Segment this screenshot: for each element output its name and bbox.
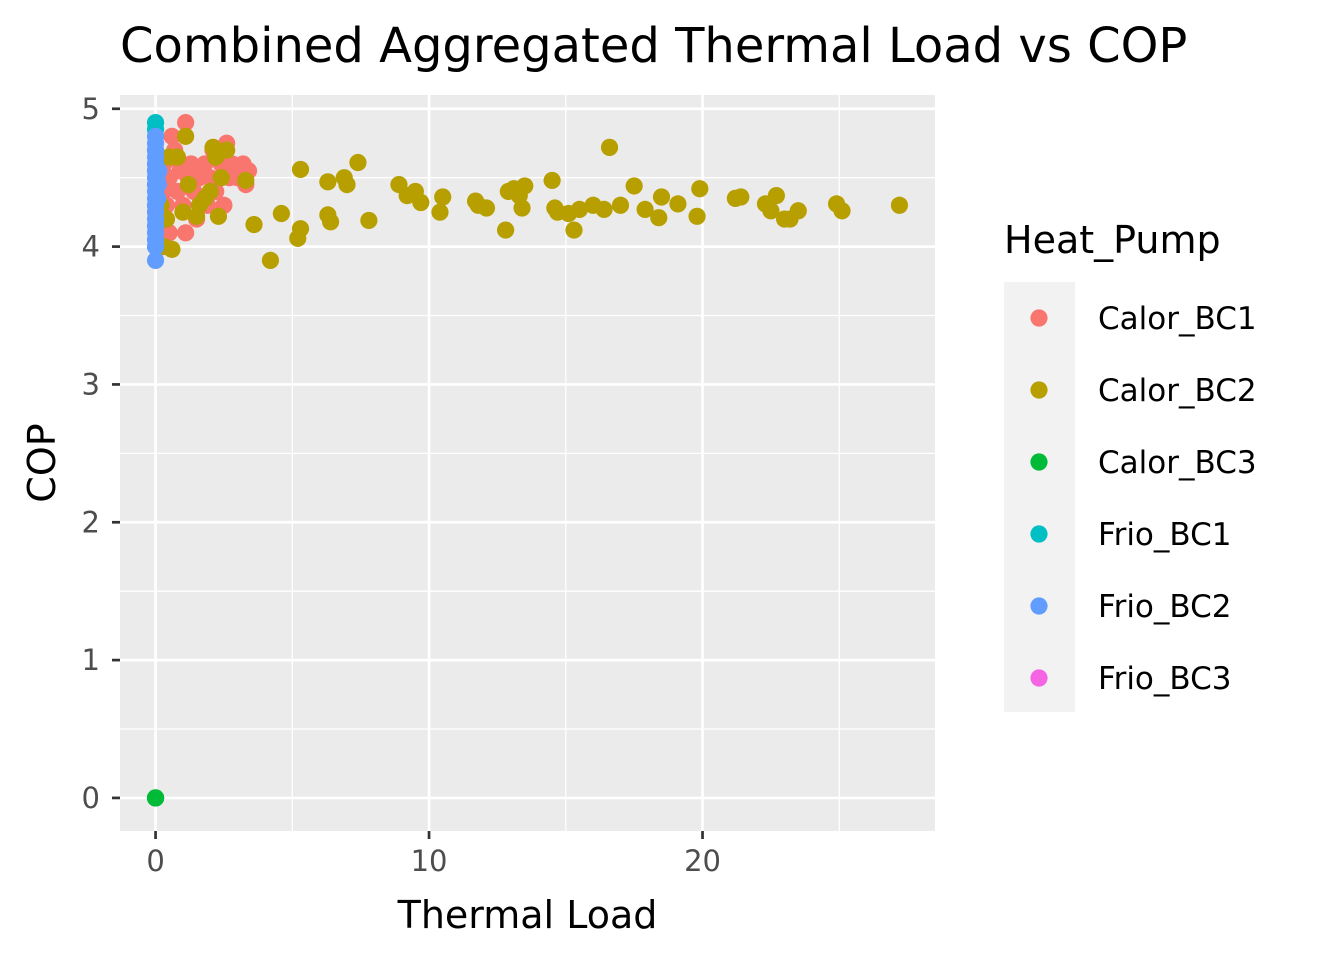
point-calor-bc2 bbox=[762, 202, 780, 220]
point-calor-bc2 bbox=[201, 182, 219, 201]
legend-label: Calor_BC3 bbox=[1098, 445, 1257, 481]
point-calor-bc2 bbox=[349, 153, 367, 172]
point-calor-bc2 bbox=[291, 220, 310, 238]
point-calor-bc2 bbox=[516, 177, 534, 195]
legend-item-frio-bc2: Frio_BC2 bbox=[1030, 589, 1232, 625]
legend-item-calor-bc1: Calor_BC1 bbox=[1030, 301, 1257, 337]
point-calor-bc2 bbox=[338, 175, 356, 194]
y-tick-label: 2 bbox=[82, 505, 100, 539]
point-calor-bc2 bbox=[291, 160, 310, 179]
point-calor-bc2 bbox=[732, 188, 750, 206]
point-calor-bc2 bbox=[789, 202, 807, 220]
point-calor-bc2 bbox=[625, 177, 643, 195]
point-calor-bc2 bbox=[600, 138, 619, 156]
point-calor-bc1 bbox=[163, 127, 181, 145]
y-tick-label: 1 bbox=[82, 643, 100, 677]
legend-key-dot bbox=[1030, 597, 1048, 615]
point-calor-bc2 bbox=[209, 207, 228, 225]
point-frio-bc2 bbox=[149, 175, 167, 194]
point-calor-bc2 bbox=[174, 203, 192, 221]
point-calor-bc2 bbox=[497, 221, 515, 239]
point-calor-bc2 bbox=[434, 188, 452, 206]
point-calor-bc2 bbox=[272, 204, 290, 223]
point-frio-bc2 bbox=[146, 251, 165, 269]
point-calor-bc2 bbox=[237, 171, 255, 190]
point-calor-bc2 bbox=[570, 200, 589, 218]
point-calor-bc2 bbox=[212, 169, 230, 187]
point-calor-bc2 bbox=[833, 202, 851, 220]
point-calor-bc2 bbox=[543, 171, 561, 190]
y-tick-label: 4 bbox=[82, 230, 100, 264]
point-calor-bc2 bbox=[431, 203, 449, 221]
x-axis: 0 10 20 bbox=[146, 831, 721, 878]
point-calor-bc1 bbox=[171, 162, 189, 180]
point-calor-bc2 bbox=[652, 188, 671, 206]
legend-label: Frio_BC2 bbox=[1098, 589, 1232, 625]
point-calor-bc2 bbox=[477, 199, 496, 217]
point-calor-bc2 bbox=[669, 195, 687, 213]
legend-key-dot bbox=[1030, 669, 1048, 687]
legend-item-frio-bc3: Frio_BC3 bbox=[1030, 661, 1232, 697]
point-calor-bc2 bbox=[611, 196, 630, 214]
point-calor-bc2 bbox=[168, 148, 187, 166]
point-calor-bc2 bbox=[691, 180, 709, 198]
legend-item-frio-bc1: Frio_BC1 bbox=[1030, 517, 1232, 553]
legend-key-dot bbox=[1030, 525, 1048, 543]
legend-item-calor-bc3: Calor_BC3 bbox=[1030, 445, 1257, 481]
point-calor-bc2 bbox=[319, 173, 337, 191]
legend-title: Heat_Pump bbox=[1004, 218, 1221, 262]
legend-label: Calor_BC1 bbox=[1098, 301, 1257, 337]
point-frio-bc2 bbox=[146, 127, 165, 145]
y-tick-label: 5 bbox=[82, 92, 100, 126]
legend-label: Frio_BC1 bbox=[1098, 517, 1232, 553]
x-axis-title: Thermal Load bbox=[397, 893, 658, 937]
point-calor-bc2 bbox=[513, 199, 531, 217]
legend: Heat_Pump Calor_BC1 Calor_BC2 Calor_BC3 Fri… bbox=[1004, 218, 1257, 712]
point-calor-bc2 bbox=[650, 209, 668, 227]
point-calor-bc2 bbox=[179, 175, 197, 194]
point-calor-bc2 bbox=[163, 240, 181, 258]
point-calor-bc2 bbox=[321, 213, 340, 231]
data-points bbox=[146, 113, 909, 807]
x-tick-label: 20 bbox=[684, 844, 721, 878]
x-tick-label: 0 bbox=[146, 844, 164, 878]
point-frio-bc2 bbox=[149, 189, 167, 207]
legend-key-dot bbox=[1030, 309, 1048, 327]
point-calor-bc2 bbox=[261, 251, 280, 269]
point-calor-bc2 bbox=[595, 200, 613, 218]
point-calor-bc2 bbox=[218, 141, 236, 159]
point-calor-bc2 bbox=[412, 193, 430, 212]
point-calor-bc2 bbox=[767, 187, 785, 205]
y-tick-label: 0 bbox=[82, 781, 100, 815]
point-calor-bc2 bbox=[565, 221, 583, 239]
legend-key-dot bbox=[1030, 453, 1048, 471]
point-calor-bc1 bbox=[177, 224, 195, 242]
legend-items: Calor_BC1 Calor_BC2 Calor_BC3 Frio_BC1 Frio_… bbox=[1030, 301, 1257, 697]
point-calor-bc2 bbox=[688, 207, 706, 225]
point-calor-bc2 bbox=[890, 196, 909, 214]
legend-key-dot bbox=[1030, 381, 1048, 399]
point-frio-bc2 bbox=[150, 162, 168, 180]
point-calor-bc2 bbox=[177, 127, 195, 145]
y-axis: 0 1 2 3 4 5 bbox=[82, 92, 120, 815]
legend-key-background bbox=[1004, 282, 1075, 712]
point-calor-bc2 bbox=[360, 211, 378, 230]
y-axis-title: COP bbox=[20, 423, 64, 502]
legend-item-calor-bc2: Calor_BC2 bbox=[1030, 373, 1257, 409]
point-calor-bc2 bbox=[245, 215, 263, 234]
y-tick-label: 3 bbox=[82, 367, 100, 401]
chart-title: Combined Aggregated Thermal Load vs COP bbox=[120, 18, 1187, 74]
legend-label: Calor_BC2 bbox=[1098, 373, 1257, 409]
point-calor-bc3 bbox=[146, 789, 165, 807]
point-calor-bc1 bbox=[177, 113, 195, 132]
legend-label: Frio_BC3 bbox=[1098, 661, 1232, 697]
x-tick-label: 10 bbox=[411, 844, 448, 878]
point-calor-bc1 bbox=[160, 224, 178, 242]
point-calor-bc2 bbox=[636, 200, 654, 218]
plot-panel bbox=[120, 95, 935, 831]
